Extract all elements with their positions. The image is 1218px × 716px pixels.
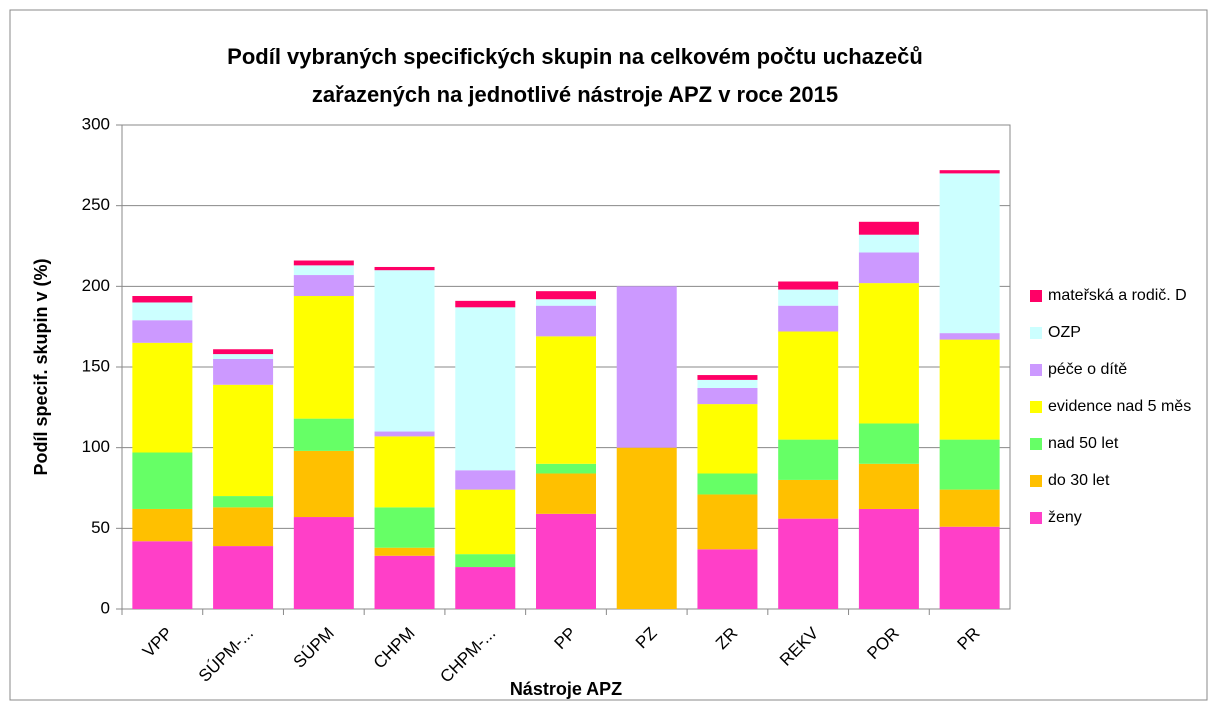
bar-segment xyxy=(616,286,677,448)
bar-segment xyxy=(858,463,919,509)
bar-segment xyxy=(455,567,516,609)
bar-segment xyxy=(697,387,758,405)
bar-segment xyxy=(293,265,354,276)
bar-segment xyxy=(778,439,839,480)
bar-segment xyxy=(939,339,1000,440)
y-tick-label: 0 xyxy=(101,598,110,617)
chart-title: zařazených na jednotlivé nástroje APZ v … xyxy=(312,82,838,107)
y-tick-label: 200 xyxy=(82,276,110,295)
bar-segment xyxy=(374,547,435,556)
bar-segment xyxy=(778,281,839,290)
bar-segment xyxy=(536,291,596,300)
bar-segment xyxy=(858,283,919,424)
bar-segment xyxy=(616,447,677,609)
bar-segment xyxy=(778,479,839,519)
bar-segment xyxy=(536,299,596,306)
bar-segment xyxy=(213,496,274,508)
bar-segment xyxy=(697,375,758,380)
bar-segment xyxy=(939,170,1000,174)
bar-segment xyxy=(213,384,274,497)
bar-segment xyxy=(132,452,193,509)
legend-label: ženy xyxy=(1048,509,1082,526)
bar-segment xyxy=(293,450,354,518)
bar-segment xyxy=(697,494,758,550)
legend-swatch xyxy=(1030,512,1042,524)
bar-segment xyxy=(213,358,274,385)
bar-segment xyxy=(455,554,516,568)
bar-segment xyxy=(374,436,435,508)
legend-swatch xyxy=(1030,475,1042,487)
bar-segment xyxy=(536,513,596,609)
bar-segment xyxy=(778,305,839,332)
legend-label: OZP xyxy=(1048,324,1081,341)
bar-segment xyxy=(858,508,919,609)
bar-segment xyxy=(213,349,274,355)
bar-segment xyxy=(293,517,354,609)
legend-label: nad 50 let xyxy=(1048,435,1119,452)
bar-segment xyxy=(697,473,758,495)
bar-segment xyxy=(778,331,839,440)
bar-segment xyxy=(778,518,839,609)
bar-segment xyxy=(536,473,596,514)
bar-segment xyxy=(455,489,516,555)
legend-swatch xyxy=(1030,327,1042,339)
y-tick-label: 300 xyxy=(82,114,110,133)
bar-segment xyxy=(536,305,596,337)
bar-segment xyxy=(858,252,919,284)
bar-segment xyxy=(293,275,354,297)
bar-segment xyxy=(132,302,193,321)
y-tick-label: 250 xyxy=(82,195,110,214)
legend-swatch xyxy=(1030,438,1042,450)
bar-segment xyxy=(213,546,274,609)
bar-segment xyxy=(132,508,193,542)
bar-segment xyxy=(536,336,596,464)
legend-swatch xyxy=(1030,290,1042,302)
bar-segment xyxy=(293,418,354,451)
legend-swatch xyxy=(1030,401,1042,413)
bar-segment xyxy=(213,354,274,359)
bar-segment xyxy=(213,507,274,547)
bar-segment xyxy=(858,221,919,235)
bar-segment xyxy=(374,431,435,437)
legend-label: péče o dítě xyxy=(1048,361,1127,378)
x-axis-title: Nástroje APZ xyxy=(510,679,622,699)
y-tick-label: 50 xyxy=(91,518,110,537)
bar-segment xyxy=(939,489,1000,527)
bar-segment xyxy=(455,307,516,471)
bar-segment xyxy=(132,296,193,303)
bar-segment xyxy=(132,541,193,609)
bar-segment xyxy=(374,266,435,271)
chart-title: Podíl vybraných specifických skupin na c… xyxy=(227,44,923,69)
legend-label: do 30 let xyxy=(1048,472,1110,489)
bar-segment xyxy=(374,507,435,548)
bar-segment xyxy=(858,234,919,253)
bar-segment xyxy=(132,342,193,453)
bar-segment xyxy=(455,470,516,490)
bar-segment xyxy=(455,300,516,308)
bar-segment xyxy=(858,423,919,464)
bar-segment xyxy=(374,270,435,432)
bar-segment xyxy=(132,320,193,343)
bar-segment xyxy=(293,260,354,266)
bar-segment xyxy=(939,439,1000,490)
bar-segment xyxy=(536,463,596,474)
y-tick-label: 100 xyxy=(82,437,110,456)
bar-segment xyxy=(293,296,354,419)
bar-segment xyxy=(939,173,1000,334)
bar-segment xyxy=(374,555,435,609)
bar-segment xyxy=(697,404,758,474)
legend-label: evidence nad 5 měs xyxy=(1048,398,1191,415)
bar-segment xyxy=(778,289,839,306)
y-tick-label: 150 xyxy=(82,356,110,375)
y-axis-title: Podíl specif. skupin v (%) xyxy=(31,258,51,475)
bar-segment xyxy=(697,379,758,388)
bar-segment xyxy=(939,333,1000,340)
legend-label: mateřská a rodič. D xyxy=(1048,287,1187,304)
legend-swatch xyxy=(1030,364,1042,376)
bar-segment xyxy=(697,549,758,609)
bar-segment xyxy=(939,526,1000,609)
